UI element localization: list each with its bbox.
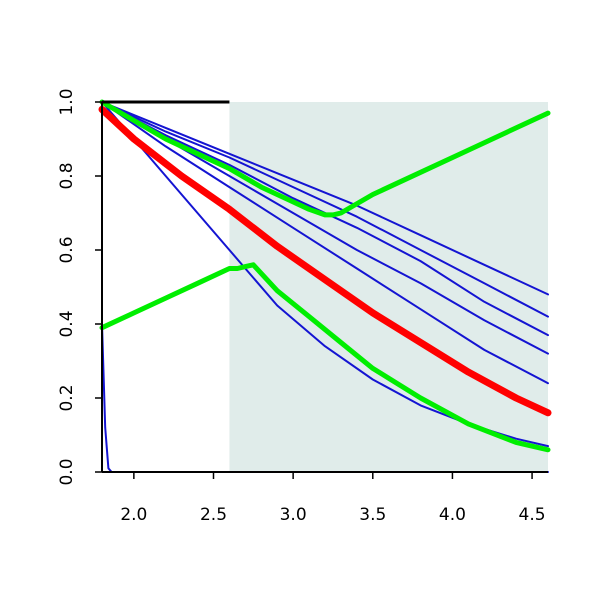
series-line-6 xyxy=(101,101,549,318)
axes-layer xyxy=(101,100,548,473)
x-tick-label: 2.5 xyxy=(200,505,227,525)
x-tick-label: 2.0 xyxy=(120,505,147,525)
series-layer xyxy=(98,99,552,473)
y-tick-label: 1.0 xyxy=(57,88,77,115)
series-line-3 xyxy=(101,101,549,385)
y-axis-ticks: 0.0 0.2 0.4 0.6 0.8 1.0 xyxy=(57,88,102,486)
y-tick-label: 0.4 xyxy=(57,310,77,337)
shaded-region-layer xyxy=(229,102,548,472)
x-tick-label: 4.5 xyxy=(519,505,546,525)
series-line-8 xyxy=(98,105,552,417)
y-tick-label: 0.2 xyxy=(57,384,77,411)
y-tick-label: 0.6 xyxy=(57,236,77,263)
series-line-7 xyxy=(101,101,549,296)
x-tick-label: 3.5 xyxy=(359,505,386,525)
shaded-region xyxy=(229,102,548,472)
y-tick-label: 0.8 xyxy=(57,162,77,189)
series-line-10 xyxy=(99,262,551,453)
series-line-9 xyxy=(99,99,551,218)
x-axis-ticks: 2.0 2.5 3.0 3.5 4.0 4.5 xyxy=(120,472,546,525)
x-tick-label: 4.0 xyxy=(439,505,466,525)
x-tick-label: 3.0 xyxy=(280,505,307,525)
y-tick-label: 0.0 xyxy=(57,458,77,485)
